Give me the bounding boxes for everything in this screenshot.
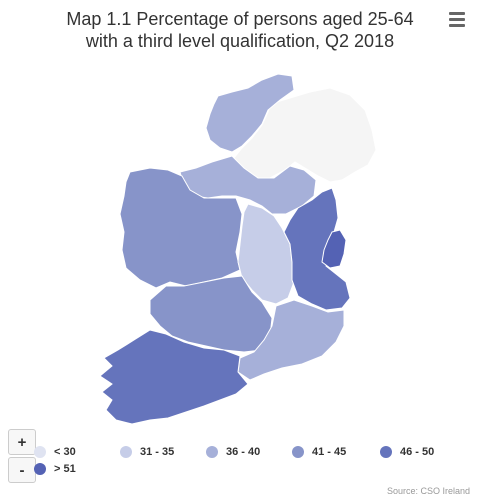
legend-item[interactable]: < 30	[34, 446, 76, 458]
chart-title: Map 1.1 Percentage of persons aged 25-64…	[40, 8, 440, 52]
legend-label: > 51	[54, 463, 76, 475]
legend-swatch-icon	[292, 446, 304, 458]
legend-swatch-icon	[206, 446, 218, 458]
zoom-out-button[interactable]: -	[8, 457, 36, 483]
region-south-west[interactable]	[99, 329, 249, 425]
hamburger-icon	[449, 12, 465, 15]
region-donegal[interactable]	[205, 73, 295, 153]
legend-label: 31 - 35	[140, 446, 175, 458]
region-northern-ireland[interactable]	[233, 87, 377, 183]
legend-label: 36 - 40	[226, 446, 261, 458]
chart-title-line-2: with a third level qualification, Q2 201…	[85, 31, 395, 51]
region-south-east[interactable]	[237, 299, 345, 381]
region-midlands[interactable]	[237, 203, 295, 305]
chart-title-line-1: Map 1.1 Percentage of persons aged 25-64	[66, 9, 414, 29]
legend-item[interactable]: > 51	[34, 463, 76, 475]
legend-label: < 30	[54, 446, 76, 458]
region-dublin[interactable]	[321, 229, 347, 269]
legend-item[interactable]: 41 - 45	[292, 446, 346, 458]
legend-swatch-icon	[120, 446, 132, 458]
zoom-in-button[interactable]: +	[8, 429, 36, 455]
region-border[interactable]	[179, 155, 317, 215]
legend-swatch-icon	[34, 446, 46, 458]
legend-label: 46 - 50	[400, 446, 435, 458]
region-mid-east[interactable]	[283, 187, 351, 311]
legend-swatch-icon	[380, 446, 392, 458]
legend-swatch-icon	[34, 463, 46, 475]
chart-menu-button[interactable]	[447, 12, 469, 32]
legend-item[interactable]: 31 - 35	[120, 446, 174, 458]
legend-item[interactable]: 36 - 40	[206, 446, 260, 458]
legend-label: 41 - 45	[312, 446, 347, 458]
source-credit: Source: CSO Ireland	[386, 486, 470, 496]
legend-item[interactable]: 46 - 50	[380, 446, 434, 458]
